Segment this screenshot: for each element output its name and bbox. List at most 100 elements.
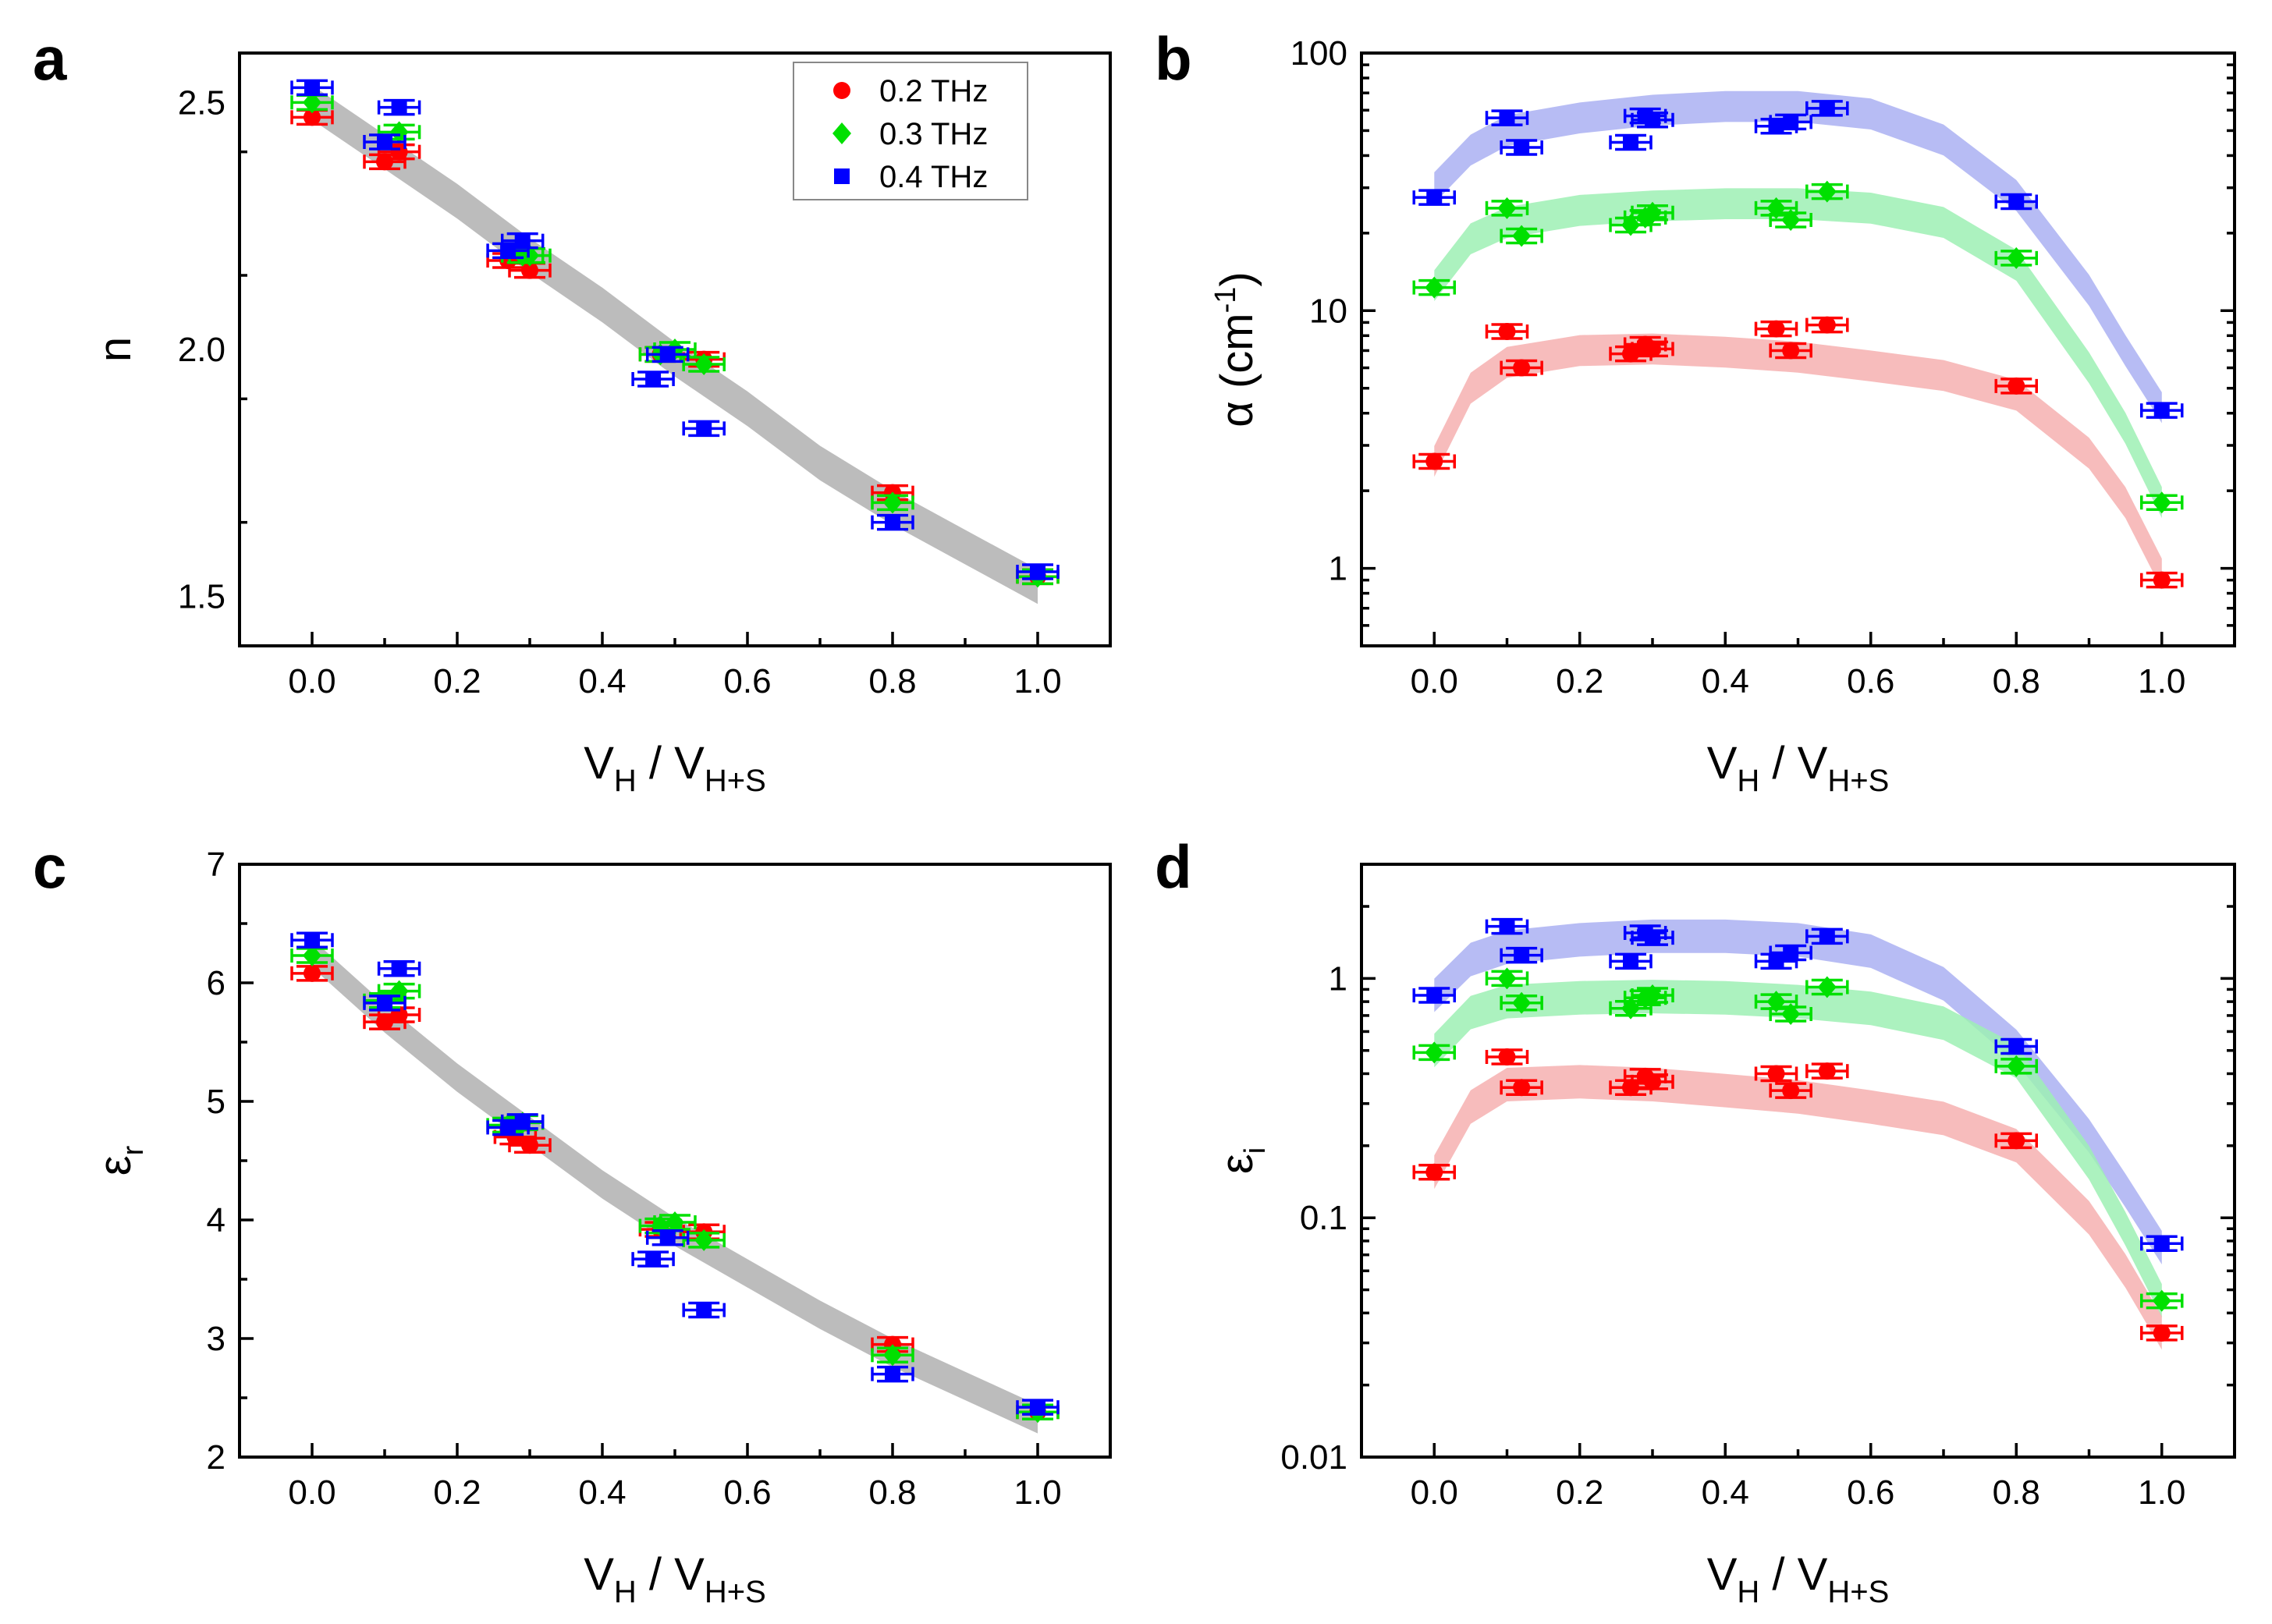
marker-diamond: [1781, 208, 1801, 231]
series-02thz: [1412, 316, 2184, 589]
data-point: [363, 133, 406, 151]
y-axis-label: α (cm-1): [1209, 271, 1262, 427]
x-tick-label: 0.8: [1993, 662, 2040, 700]
data-point: [1500, 139, 1543, 156]
data-point: [871, 513, 914, 531]
marker-diamond: [1512, 991, 1532, 1014]
data-point: [290, 79, 334, 97]
marker-square: [304, 80, 320, 96]
x-tick-label: 0.4: [578, 662, 626, 700]
data-point: [1994, 377, 2038, 395]
marker-square: [1819, 100, 1835, 116]
data-point: [1500, 225, 1543, 247]
y-tick-label: 10: [1309, 292, 1347, 330]
x-axis-label: VH / VH+S: [584, 738, 766, 798]
data-point: [1994, 193, 2038, 211]
marker-diamond: [303, 91, 321, 114]
data-point: [1754, 952, 1798, 970]
data-point: [1805, 100, 1849, 117]
data-point: [1609, 952, 1653, 970]
marker-diamond: [1512, 225, 1532, 247]
x-tick-label: 0.2: [433, 662, 481, 700]
marker-circle: [304, 964, 321, 982]
marker-circle: [390, 143, 408, 161]
data-point: [1412, 189, 1456, 206]
legend-label: 0.3 THz: [879, 117, 988, 151]
marker-square: [1645, 112, 1660, 128]
marker-circle: [2008, 1132, 2025, 1150]
marker-circle: [1818, 1062, 1836, 1080]
marker-circle: [304, 108, 321, 126]
marker-square: [1623, 134, 1639, 151]
data-point: [1805, 1062, 1849, 1080]
marker-square: [1426, 190, 1443, 206]
data-point: [682, 353, 726, 375]
marker-square: [1819, 928, 1835, 945]
x-tick-label: 0.6: [1847, 662, 1894, 700]
marker-square: [1514, 140, 1530, 156]
data-point: [290, 964, 334, 982]
y-axis-label: εr: [90, 1145, 150, 1175]
fit-bands: [1434, 919, 2162, 1350]
y-tick-label: 1.5: [178, 578, 225, 616]
marker-circle: [1782, 342, 1800, 360]
fit-band-2: [1434, 333, 2162, 590]
data-point: [653, 1211, 697, 1234]
legend-marker: [834, 168, 850, 184]
data-point: [1769, 1082, 1812, 1100]
legend-box: [793, 62, 1028, 200]
x-tick-label: 1.0: [2138, 1473, 2185, 1512]
series-04thz: [1412, 100, 2184, 419]
data-point: [377, 98, 421, 116]
x-tick-label: 0.0: [288, 662, 335, 700]
marker-square: [1768, 953, 1784, 970]
x-tick-label: 1.0: [1014, 662, 1061, 700]
fit-bands: [1434, 90, 2162, 590]
x-tick-label: 0.2: [1556, 662, 1603, 700]
marker-circle: [1498, 1048, 1516, 1066]
marker-diamond: [694, 353, 714, 375]
marker-diamond: [1781, 1003, 1801, 1026]
data-point: [1412, 1041, 1456, 1064]
data-point: [1994, 1132, 2038, 1150]
x-tick-label: 0.0: [288, 1473, 335, 1512]
data-point: [871, 491, 914, 514]
data-point: [1769, 208, 1812, 231]
y-tick-label: 2: [207, 1438, 225, 1477]
marker-diamond: [1643, 984, 1662, 1007]
marker-square: [696, 1302, 712, 1318]
data-point: [1994, 246, 2038, 269]
fit-band-1: [1434, 188, 2162, 519]
panel-c: 0.0 0.2 0.4 0.6 0.8 1.0 2 3 4 5 6 7 VH / VH+S εr c: [33, 832, 1112, 1609]
marker-square: [645, 1251, 662, 1268]
marker-square: [391, 99, 407, 115]
marker-circle: [2153, 571, 2171, 589]
marker-circle: [1513, 359, 1531, 377]
series-03thz: [1412, 180, 2184, 514]
marker-square: [659, 346, 676, 363]
marker-circle: [1782, 1082, 1800, 1100]
marker-diamond: [2152, 491, 2171, 514]
data-point: [363, 995, 406, 1012]
marker-square: [2153, 402, 2170, 419]
data-point: [1805, 976, 1849, 998]
data-point: [500, 232, 545, 250]
data-point: [871, 1344, 914, 1367]
x-tick-label: 0.6: [1847, 1473, 1894, 1512]
marker-diamond: [1497, 197, 1517, 219]
y-tick-label: 6: [207, 964, 225, 1002]
data-point: [2140, 491, 2184, 514]
marker-circle: [1767, 320, 1785, 338]
x-tick-label: 0.8: [1993, 1473, 2040, 1512]
panel-letter: d: [1155, 832, 1192, 901]
x-axis-label: VH / VH+S: [1707, 738, 1890, 798]
marker-diamond: [1425, 1041, 1444, 1064]
marker-square: [696, 420, 712, 437]
data-point: [1805, 927, 1849, 945]
data-point: [1500, 359, 1543, 377]
series-03thz: [1412, 967, 2184, 1312]
data-point: [500, 1113, 545, 1130]
data-point: [1485, 1048, 1529, 1066]
fit-band-2: [1434, 1065, 2162, 1350]
